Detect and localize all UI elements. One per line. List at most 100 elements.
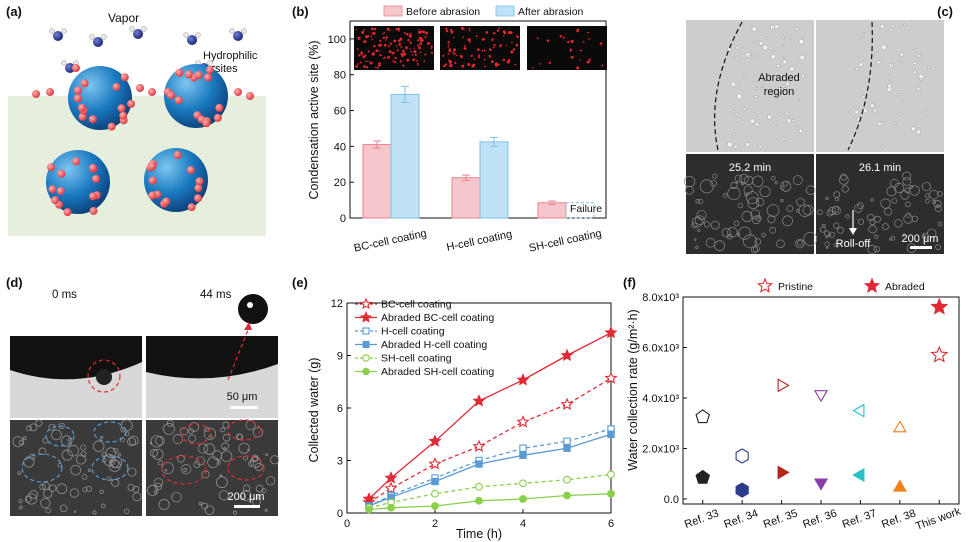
hydrophilic-site-2-13 [48,185,57,194]
c-top-drop-0-59 [783,87,787,91]
inset-b-dot-0-12 [395,28,398,31]
point-pristine-2 [777,378,790,393]
point-e-4-6 [607,470,615,479]
c-top-drop-0-17 [742,76,745,80]
c-top-drop-0-11 [754,87,758,90]
c-top-drop-1-28 [891,24,895,29]
point-pristine-4 [852,403,865,418]
inset-b-dot-0-35 [371,27,374,31]
inset-b-dot-1-79 [452,51,455,54]
microscopy-insets [354,26,607,70]
c-top-drop-0-41 [782,56,786,59]
inset-b-dot-0-32 [402,49,405,53]
c-bottom-drop-0-26 [685,185,694,195]
inset-b-dot-0-14 [383,43,387,47]
inset-b-dot-1-70 [516,35,519,38]
d-drop-1-43 [235,433,243,441]
hydrophilic-site-0-9 [88,115,97,124]
point-e-4-3 [475,482,483,491]
inset-b-dot-1-86 [477,54,480,57]
d-drop-1-5 [150,435,163,448]
inset-b-dot-0-86 [418,46,422,50]
inset-b-dot-2-2 [570,39,574,44]
d-drop-1-49 [252,427,264,438]
inset-b-2 [527,26,607,70]
c-bottom-drop-1-12 [935,244,941,251]
hydrophilic-label-2: sites [215,63,238,75]
inset-b-dot-0-80 [399,37,403,41]
c-top-drop-0-5 [760,87,764,90]
inset-b-dot-1-11 [499,44,502,48]
water-hydrogen-b-6 [207,60,213,66]
inset-b-dot-1-74 [447,45,450,48]
inset-b-dot-1-13 [505,44,508,47]
point-e-4-5 [563,475,571,484]
c-top-drop-1-21 [926,65,931,70]
point-e-0-3 [472,439,486,453]
inset-b-dot-0-61 [378,50,380,53]
c-bottom-drop-0-58 [733,220,740,227]
inset-b-dot-0-118 [411,53,414,56]
inset-b-dot-0-4 [400,45,403,48]
inset-b-dot-1-85 [471,64,475,68]
d-drop-0-61 [132,492,142,502]
inset-b-dot-0-7 [371,38,374,41]
point-e-3-6 [607,430,615,438]
c-bottom-drop-0-66 [737,202,744,209]
d-drop-1-64 [254,462,263,471]
inset-b-dot-1-50 [462,27,465,30]
c-bottom-drop-0-47 [727,186,741,201]
panel-f: (f) 0.0 2.0x10³ 4.0x10³ 6.0x10³ 8.0x10³ Ref. … [623,275,963,533]
d-drop-1-63 [216,460,221,465]
d-drop-0-6 [38,447,47,456]
inset-b-dot-0-19 [392,60,394,62]
inset-b-dot-1-81 [467,38,471,42]
xtick-label-e-2: 4 [520,518,526,530]
inset-b-dot-1-76 [449,63,453,66]
point-abraded-6 [930,297,949,315]
c-bottom-drop-0-42 [710,220,720,230]
c-top-drop-0-39 [769,46,774,51]
d-drop-0-30 [117,453,122,457]
d-drop-0-55 [58,422,65,430]
c-bottom-drop-0-33 [691,222,698,229]
c-top-drop-0-42 [745,142,750,147]
hydrophilic-site-0-10 [127,99,136,108]
point-e-3-3 [475,460,483,468]
point-e-5-4 [519,495,527,503]
inset-b-dot-0-107 [367,50,370,53]
c-top-drop-0-19 [797,98,800,102]
c-top-drop-0-25 [801,73,806,78]
inset-b-dot-1-65 [484,65,486,68]
water-hydrogen-a-1 [89,34,95,40]
water-oxygen-2 [133,29,143,39]
inset-b-dot-1-82 [453,48,456,52]
water-oxygen-1 [93,37,103,47]
hydrophilic-site-1-0 [213,113,222,122]
c-bottom-drop-0-49 [752,245,760,253]
c-bottom-drop-1-53 [904,187,911,194]
inset-b-dot-1-37 [443,64,446,68]
inset-b-dot-0-110 [430,47,432,50]
inset-b-dot-1-57 [462,36,465,39]
panel-d-label: (d) [6,275,23,290]
c-top-drop-0-48 [732,110,736,114]
category-label-f-5: Ref. 38 [880,507,917,530]
hydrophilic-site-3-13 [148,191,157,200]
point-e-5-3 [475,496,483,505]
inset-b-dot-0-3 [409,32,412,35]
scale-label-bottom-d: 200 μm [228,491,265,503]
d-drop-1-55 [264,508,268,512]
c-top-drop-1-36 [876,60,881,65]
d-drop-0-53 [45,507,51,514]
c-bottom-drop-1-27 [890,178,899,188]
inset-b-dot-0-88 [397,39,401,43]
d-drop-0-16 [51,429,62,441]
legend-label-abraded: Abraded [885,281,925,293]
c-top-drop-1-16 [877,121,882,126]
d-drop-0-21 [92,510,97,515]
legend-label-e-2: H-cell coating [381,326,445,338]
inset-b-dot-1-69 [515,43,519,47]
free-site-3 [148,88,156,96]
droplet [96,369,112,385]
